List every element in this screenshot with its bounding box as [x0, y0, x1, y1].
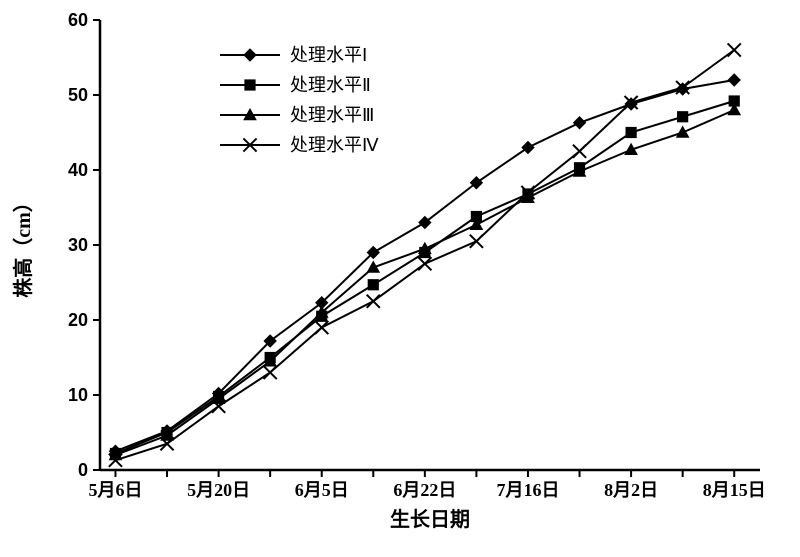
legend-label: 处理水平Ⅱ [290, 75, 371, 95]
y-tick-label: 0 [78, 460, 88, 480]
y-tick-label: 20 [68, 310, 88, 330]
x-axis-label: 生长日期 [390, 508, 470, 531]
line-chart: 0 10 20 30 40 50 60 5月6日 5月20日 6月5日 6月22日 7月16日 8月2日… [0, 0, 800, 557]
legend-item: 处理水平Ⅰ [220, 45, 367, 65]
x-tick-label: 6月5日 [295, 480, 349, 500]
x-tick-label: 6月22日 [393, 480, 456, 500]
y-tick-label: 30 [68, 235, 88, 255]
legend-item: 处理水平Ⅱ [220, 75, 371, 95]
series-diamond [109, 74, 740, 457]
y-tick-label: 40 [68, 160, 88, 180]
y-tick-label: 60 [68, 10, 88, 30]
legend-label: 处理水平Ⅳ [290, 135, 379, 155]
x-tick-label: 5月6日 [88, 480, 142, 500]
x-tick-label: 8月2日 [604, 480, 658, 500]
chart-container: 0 10 20 30 40 50 60 5月6日 5月20日 6月5日 6月22日 7月16日 8月2日… [0, 0, 800, 557]
x-tick-label: 5月20日 [187, 480, 250, 500]
y-tick-label: 10 [68, 385, 88, 405]
legend-label: 处理水平Ⅲ [290, 105, 374, 125]
y-axis-label: 株高（cm） [11, 192, 35, 298]
legend-label: 处理水平Ⅰ [290, 45, 367, 65]
y-tick-label: 50 [68, 85, 88, 105]
x-tick-label: 7月16日 [496, 480, 559, 500]
legend-item: 处理水平Ⅲ [220, 105, 374, 125]
legend-item: 处理水平Ⅳ [220, 135, 379, 155]
x-tick-label: 8月15日 [703, 480, 766, 500]
